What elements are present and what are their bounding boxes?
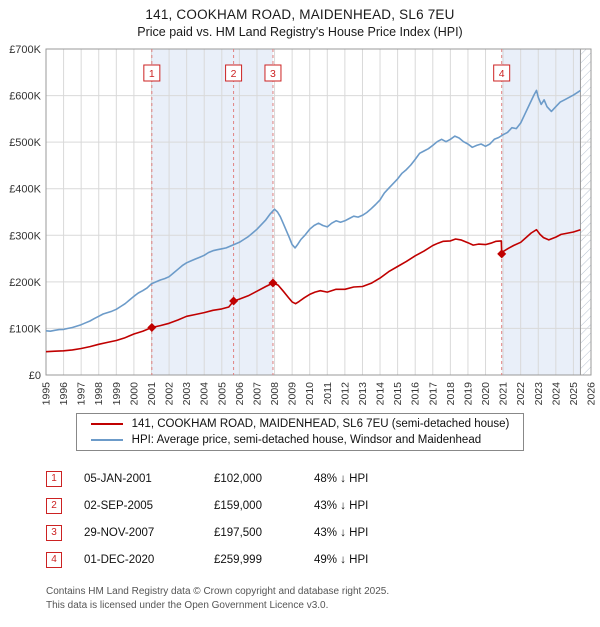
transaction-price: £259,999 xyxy=(214,553,262,566)
y-axis-tick-label: £200K xyxy=(9,277,41,289)
transaction-date: 05-JAN-2001 xyxy=(84,472,152,485)
marker-number-box xyxy=(264,64,282,82)
x-axis-tick-label: 2012 xyxy=(339,382,351,406)
transaction-price: £197,500 xyxy=(214,526,262,539)
x-axis-tick-label: 2025 xyxy=(568,382,580,406)
ownership-shade-region xyxy=(151,49,273,375)
transaction-row: 3 29-NOV-2007 £197,500 43% ↓ HPI xyxy=(46,519,600,546)
x-axis-tick-label: 2002 xyxy=(164,382,176,406)
legend-item-property: 141, COOKHAM ROAD, MAIDENHEAD, SL6 7EU (… xyxy=(90,418,510,430)
x-axis-tick-label: 2007 xyxy=(251,382,263,406)
marker-number-box xyxy=(225,64,243,82)
transaction-vs-hpi: 49% ↓ HPI xyxy=(314,553,369,566)
hpi-line xyxy=(45,89,581,333)
marker-number-box xyxy=(143,64,161,82)
transaction-price: £159,000 xyxy=(214,499,262,512)
y-axis-tick-label: £0 xyxy=(29,370,41,382)
x-axis-tick-label: 2017 xyxy=(427,382,439,406)
price-paid-line xyxy=(45,228,581,353)
x-axis-tick-label: 2016 xyxy=(410,382,422,406)
x-axis-tick-label: 2014 xyxy=(375,382,387,406)
footer-line-1: Contains HM Land Registry data © Crown c… xyxy=(46,586,390,597)
transaction-row: 4 01-DEC-2020 £259,999 49% ↓ HPI xyxy=(46,546,600,573)
footer-line-2: This data is licensed under the Open Gov… xyxy=(46,599,329,611)
x-axis-tick-label: 2021 xyxy=(498,382,510,406)
transaction-date: 29-NOV-2007 xyxy=(84,526,155,539)
y-axis-tick-label: £700K xyxy=(9,44,41,56)
y-axis-tick-label: £500K xyxy=(9,137,41,149)
marker-number-label: 1 xyxy=(149,68,155,80)
x-axis-tick-label: 2010 xyxy=(304,382,316,406)
transaction-price: £102,000 xyxy=(214,472,262,485)
license-footer: Contains HM Land Registry data © Crown c… xyxy=(46,585,600,612)
transaction-number-badge: 4 xyxy=(46,551,62,568)
page-subtitle: Price paid vs. HM Land Registry's House … xyxy=(137,25,463,39)
transaction-row: 1 05-JAN-2001 £102,000 48% ↓ HPI xyxy=(46,465,600,492)
x-axis-tick-label: 2009 xyxy=(287,382,299,406)
transaction-date: 01-DEC-2020 xyxy=(84,553,155,566)
page-title: 141, COOKHAM ROAD, MAIDENHEAD, SL6 7EU xyxy=(145,7,455,22)
sale-marker xyxy=(147,322,157,332)
x-axis-tick-label: 2008 xyxy=(269,382,281,406)
legend-swatch-hpi-line xyxy=(90,439,123,441)
x-axis-tick-label: 1996 xyxy=(58,382,70,406)
x-axis-tick-label: 2023 xyxy=(533,382,545,406)
chart-legend: 141, COOKHAM ROAD, MAIDENHEAD, SL6 7EU (… xyxy=(75,413,525,451)
future-hatch-region xyxy=(580,49,591,375)
x-axis-tick-label: 2020 xyxy=(480,382,492,406)
sale-marker xyxy=(497,249,507,259)
y-axis-tick-label: £600K xyxy=(9,91,41,103)
plot-border xyxy=(45,48,592,376)
transaction-vs-hpi: 48% ↓ HPI xyxy=(314,472,369,485)
y-axis-tick-label: £100K xyxy=(9,323,41,335)
x-axis-tick-label: 2013 xyxy=(357,382,369,406)
legend-label-property: 141, COOKHAM ROAD, MAIDENHEAD, SL6 7EU (… xyxy=(131,418,510,430)
transaction-date: 02-SEP-2005 xyxy=(84,499,154,512)
transaction-number-badge: 1 xyxy=(46,470,62,487)
transactions-table: 1 05-JAN-2001 £102,000 48% ↓ HPI 2 02-SE… xyxy=(46,465,600,573)
sale-marker xyxy=(268,278,278,288)
legend-item-hpi: HPI: Average price, semi-detached house,… xyxy=(90,434,510,446)
x-axis-tick-label: 2001 xyxy=(146,382,158,406)
x-axis-tick-label: 2006 xyxy=(234,382,246,406)
page: 141, COOKHAM ROAD, MAIDENHEAD, SL6 7EU P… xyxy=(0,7,600,612)
x-axis-tick-label: 2011 xyxy=(322,382,334,405)
legend-label-hpi: HPI: Average price, semi-detached house,… xyxy=(131,434,482,446)
x-axis-tick-label: 2022 xyxy=(515,382,527,406)
x-axis-tick-label: 2003 xyxy=(181,382,193,406)
marker-number-label: 4 xyxy=(499,68,505,80)
y-axis-tick-label: £400K xyxy=(9,184,41,196)
marker-number-box xyxy=(493,64,511,82)
transaction-vs-hpi: 43% ↓ HPI xyxy=(314,499,369,512)
x-axis-tick-label: 1997 xyxy=(76,382,88,406)
x-axis-tick-label: 2015 xyxy=(392,382,404,406)
sale-marker xyxy=(229,296,239,306)
transaction-vs-hpi: 43% ↓ HPI xyxy=(314,526,369,539)
x-axis-tick-label: 1999 xyxy=(111,382,123,406)
marker-number-label: 2 xyxy=(231,68,237,80)
transaction-row: 2 02-SEP-2005 £159,000 43% ↓ HPI xyxy=(46,492,600,519)
x-axis-tick-label: 1998 xyxy=(93,382,105,406)
x-axis-tick-label: 2000 xyxy=(128,382,140,406)
transaction-number-badge: 2 xyxy=(46,497,62,514)
legend-swatch-property-line xyxy=(90,423,123,425)
price-chart: 1 2 3 4 £0 £100K £200K £300K £400K £500K £600K £700… xyxy=(9,44,598,406)
x-axis-tick-label: 2024 xyxy=(550,382,562,406)
x-axis-tick-label: 2004 xyxy=(199,382,211,406)
transaction-number-badge: 3 xyxy=(46,524,62,541)
y-axis-tick-label: £300K xyxy=(9,230,41,242)
x-axis-tick-label: 2018 xyxy=(445,382,457,406)
marker-number-label: 3 xyxy=(270,68,276,80)
x-axis-tick-label: 2005 xyxy=(216,382,228,406)
x-axis-tick-label: 1995 xyxy=(41,382,53,406)
x-axis-tick-label: 2019 xyxy=(462,382,474,406)
x-axis-tick-label: 2026 xyxy=(586,382,598,406)
